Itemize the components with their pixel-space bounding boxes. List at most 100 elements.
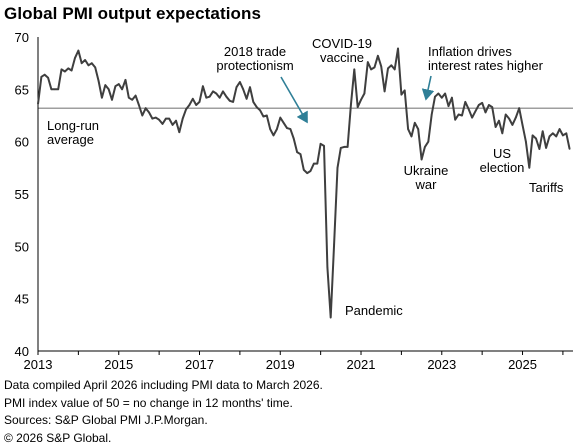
data-point-45 [188, 104, 191, 106]
data-point-19 [101, 96, 103, 99]
data-point-73 [282, 122, 285, 124]
data-point-84 [319, 143, 322, 145]
annotation-covid-vaccine-line-1: vaccine [320, 50, 364, 65]
data-point-50 [205, 96, 208, 99]
data-point-60 [239, 81, 241, 83]
footnote-copyright: © 2026 S&P Global. [4, 430, 112, 445]
data-point-59 [235, 86, 238, 88]
data-point-7 [60, 68, 63, 71]
data-point-100 [373, 66, 376, 69]
data-point-27 [128, 96, 130, 99]
data-point-127 [464, 101, 467, 103]
data-point-71 [276, 128, 278, 130]
data-point-15 [87, 64, 90, 67]
annotation-ukraine-war-line-1: war [415, 177, 438, 192]
data-point-125 [457, 113, 460, 116]
data-point-104 [387, 67, 389, 70]
data-point-68 [266, 114, 268, 117]
data-point-1 [40, 76, 43, 78]
data-point-147 [531, 134, 534, 137]
data-point-58 [232, 101, 234, 103]
data-point-28 [131, 99, 133, 101]
data-point-22 [111, 99, 113, 101]
data-point-122 [447, 105, 450, 107]
data-point-116 [427, 140, 430, 143]
data-point-112 [414, 122, 416, 124]
data-point-51 [208, 95, 211, 98]
data-point-140 [508, 117, 510, 120]
annotation-long-run-average-line-1: average [47, 132, 94, 147]
y-tick-label-45: 45 [15, 292, 29, 307]
data-point-18 [97, 80, 100, 82]
data-point-139 [504, 113, 507, 116]
data-point-12 [77, 49, 80, 52]
data-point-6 [57, 88, 59, 91]
data-point-79 [303, 169, 305, 171]
data-point-149 [538, 148, 541, 150]
annotation-tariffs-line-0: Tariffs [529, 180, 564, 195]
data-point-83 [316, 162, 319, 165]
data-point-55 [222, 90, 224, 93]
data-point-132 [481, 102, 484, 104]
data-point-148 [535, 137, 537, 140]
data-point-121 [444, 92, 446, 95]
data-point-30 [138, 104, 140, 106]
data-point-37 [161, 123, 164, 125]
annotation-trade-protectionism-line-0: 2018 trade [224, 44, 286, 59]
data-point-101 [377, 55, 379, 57]
line-chart: 40 45 50 55 60 65 70 2013 2015 2017 2019 2021 2023 20… [15, 30, 573, 372]
data-point-14 [84, 59, 86, 61]
x-tick-label-2013: 2013 [24, 357, 53, 372]
data-point-16 [91, 62, 93, 64]
data-point-126 [461, 114, 463, 117]
annotation-ukraine-war-line-0: Ukraine [404, 163, 449, 178]
data-point-52 [212, 90, 214, 93]
data-point-31 [141, 114, 144, 117]
data-point-150 [541, 130, 544, 132]
data-point-97 [363, 92, 366, 95]
data-point-67 [262, 115, 265, 118]
data-point-24 [118, 83, 120, 85]
annotation-pandemic-line-0: Pandemic [345, 303, 403, 318]
data-point-38 [165, 117, 167, 120]
x-tick-label-2023: 2023 [427, 357, 456, 372]
data-point-115 [424, 146, 426, 148]
arrow-trade-protectionism [280, 76, 308, 124]
x-tick-label-2015: 2015 [104, 357, 133, 372]
series-line-output-expectations [37, 47, 571, 319]
data-point-114 [420, 158, 423, 161]
data-point-156 [562, 134, 564, 137]
data-point-151 [545, 147, 547, 149]
y-tick-label-40: 40 [15, 344, 29, 359]
x-tick-label-2017: 2017 [185, 357, 214, 372]
data-point-40 [171, 124, 174, 126]
data-point-43 [181, 117, 184, 120]
data-point-3 [47, 77, 49, 79]
data-point-49 [202, 85, 204, 87]
data-point-53 [215, 92, 218, 95]
data-point-113 [417, 128, 420, 130]
data-point-20 [104, 84, 107, 86]
data-point-57 [229, 100, 231, 102]
data-point-109 [403, 89, 406, 92]
data-point-64 [252, 101, 255, 103]
data-point-42 [178, 131, 181, 133]
y-tick-label-50: 50 [15, 239, 29, 254]
data-point-118 [434, 95, 436, 98]
data-point-29 [134, 94, 137, 97]
data-point-81 [309, 170, 312, 172]
data-point-47 [195, 104, 197, 106]
data-point-123 [451, 96, 453, 99]
annotation-us-election-line-1: election [480, 160, 525, 175]
data-point-11 [74, 57, 76, 59]
y-tick-label-55: 55 [15, 187, 29, 202]
data-point-85 [323, 145, 325, 147]
data-point-76 [292, 137, 295, 140]
data-point-32 [144, 107, 147, 109]
annotation-trade-protectionism-line-1: protectionism [216, 58, 293, 73]
data-point-128 [467, 108, 470, 110]
annotation-long-run-average-line-0: Long-run [47, 118, 99, 133]
data-point-89 [336, 167, 339, 169]
data-point-134 [488, 104, 490, 106]
data-point-88 [333, 243, 335, 245]
